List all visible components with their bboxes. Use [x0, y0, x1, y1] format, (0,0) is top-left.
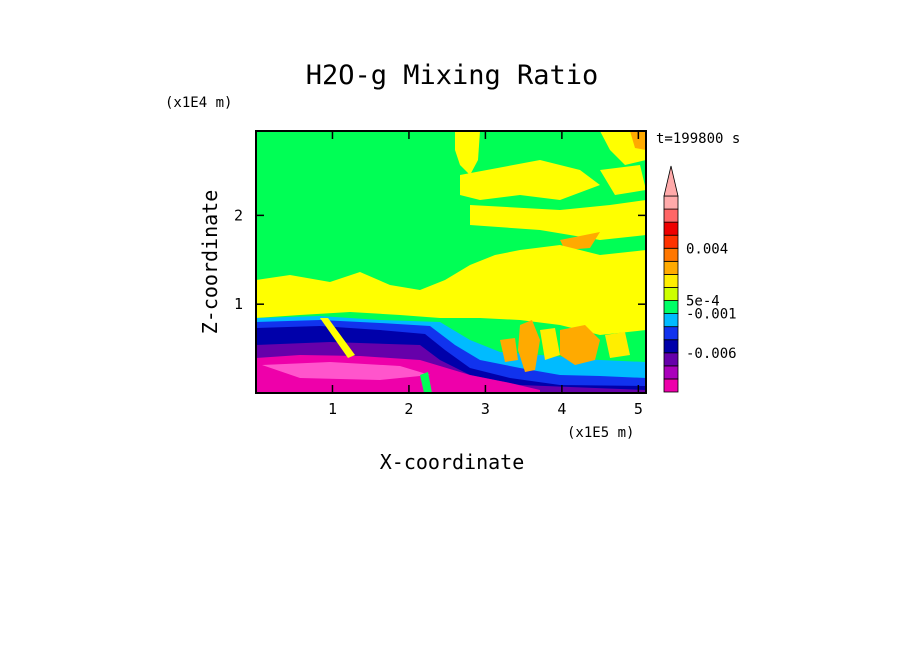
colorbar-swatch [663, 287, 679, 301]
upper-plumes-orange [560, 131, 646, 250]
yellow-blob-left [265, 282, 325, 310]
plot-area [256, 131, 646, 393]
diagonal-streak [320, 318, 355, 358]
colorbar-swatch [663, 234, 679, 249]
upper-plumes [455, 131, 646, 240]
x-tick-label: 5 [634, 400, 643, 418]
colorbar-extend-arrow [663, 165, 679, 197]
chart-title: H2O-g Mixing Ratio [306, 60, 599, 91]
y-tick-label: 1 [234, 295, 243, 313]
colorbar-label: -0.001 [686, 307, 737, 323]
colorbar-label: 0.004 [686, 241, 728, 257]
x-tick-label: 4 [557, 400, 566, 418]
colorbar-swatch [663, 221, 679, 236]
surface-streak [420, 372, 432, 393]
colorbar-swatch [663, 352, 679, 367]
x-axis: 1 2 3 4 5 [328, 131, 643, 418]
y-axis: 12 [234, 206, 646, 313]
colorbar-label: -0.006 [686, 346, 737, 362]
colorbar-swatch [663, 260, 679, 275]
colorbar-swatch [663, 195, 679, 210]
convective-cores [500, 320, 600, 372]
colorbar-swatch [663, 247, 679, 262]
y-axis-label: Z-coordinate [198, 190, 222, 335]
y-tick-label: 2 [234, 206, 243, 224]
colorbar-swatch [663, 378, 679, 393]
colorbar: 0.004 5e-4-0.001 -0.006 [663, 165, 737, 393]
colorbar-label: 5e-4 [686, 294, 720, 310]
colorbar-swatch [663, 339, 679, 354]
colorbar-swatch [663, 273, 679, 288]
colorbar-swatch [663, 365, 679, 380]
colorbar-swatch [663, 208, 679, 223]
y-scale-label: (x1E4 m) [165, 95, 232, 111]
convective-cores-yellow [540, 328, 630, 360]
x-axis-label: X-coordinate [380, 450, 525, 474]
x-tick-label: 2 [404, 400, 413, 418]
x-scale-label: (x1E5 m) [567, 425, 634, 441]
x-tick-label: 1 [328, 400, 337, 418]
yellow-band [256, 245, 646, 335]
light-magenta-patch [262, 362, 430, 380]
x-tick-label: 3 [481, 400, 490, 418]
colorbar-swatch [663, 313, 679, 328]
plot-frame [255, 130, 647, 394]
colorbar-swatch [663, 326, 679, 341]
colorbar-swatch [663, 300, 679, 314]
time-label: t=199800 s [656, 131, 740, 147]
